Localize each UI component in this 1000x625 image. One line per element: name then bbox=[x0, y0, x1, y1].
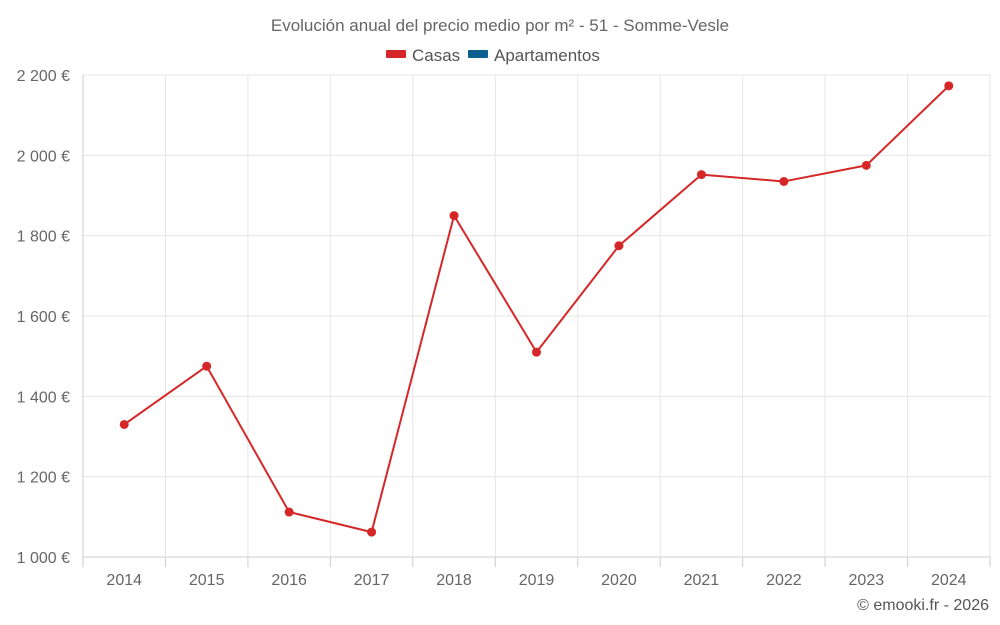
y-tick-label: 1 200 € bbox=[17, 470, 70, 487]
data-point-2018[interactable] bbox=[449, 211, 459, 221]
y-axis: 1 000 € 1 200 € 1 400 € 1 600 € 1 800 € 2 000… bbox=[17, 68, 70, 567]
data-point-2016[interactable] bbox=[284, 507, 294, 517]
chart-title: Evolución anual del precio medio por m² … bbox=[271, 16, 729, 35]
x-tick-label: 2020 bbox=[601, 572, 637, 589]
legend[interactable]: Casas Apartamentos bbox=[386, 46, 600, 65]
y-tick-label: 2 200 € bbox=[17, 68, 70, 85]
data-point-2015[interactable] bbox=[202, 361, 212, 371]
y-tick-label: 1 400 € bbox=[17, 389, 70, 406]
y-tick-label: 1 600 € bbox=[17, 309, 70, 326]
legend-label: Casas bbox=[412, 46, 460, 65]
series-casas bbox=[119, 81, 954, 537]
x-axis: 2014 2015 2016 2017 2018 2019 2020 2021 2022 2023… bbox=[82, 557, 991, 589]
x-tick-label: 2016 bbox=[271, 572, 307, 589]
x-tick-label: 2021 bbox=[684, 572, 720, 589]
x-tick-label: 2023 bbox=[849, 572, 885, 589]
legend-swatch bbox=[468, 50, 488, 58]
legend-label: Apartamentos bbox=[494, 46, 600, 65]
gridlines bbox=[82, 74, 991, 558]
x-tick-label: 2014 bbox=[106, 572, 142, 589]
legend-item-apartamentos[interactable]: Apartamentos bbox=[468, 46, 600, 65]
legend-swatch bbox=[386, 50, 406, 58]
x-tick-label: 2017 bbox=[354, 572, 390, 589]
data-point-2021[interactable] bbox=[696, 170, 706, 180]
data-point-2014[interactable] bbox=[119, 419, 129, 429]
x-tick-label: 2015 bbox=[189, 572, 225, 589]
data-point-2019[interactable] bbox=[532, 347, 541, 357]
credit-text: © emooki.fr - 2026 bbox=[857, 597, 989, 614]
y-tick-label: 1 000 € bbox=[17, 550, 70, 567]
legend-item-casas[interactable]: Casas bbox=[386, 46, 460, 65]
data-point-2024[interactable] bbox=[944, 81, 954, 91]
x-tick-label: 2019 bbox=[519, 572, 555, 589]
x-tick-label: 2024 bbox=[931, 572, 967, 589]
data-point-2017[interactable] bbox=[367, 527, 377, 537]
x-tick-label: 2018 bbox=[436, 572, 472, 589]
data-point-2022[interactable] bbox=[779, 176, 789, 186]
data-point-2023[interactable] bbox=[861, 160, 871, 170]
data-point-2020[interactable] bbox=[614, 241, 624, 251]
series-layer bbox=[119, 81, 954, 537]
x-tick-label: 2022 bbox=[766, 572, 802, 589]
y-tick-label: 2 000 € bbox=[17, 148, 70, 165]
y-tick-label: 1 800 € bbox=[17, 229, 70, 246]
